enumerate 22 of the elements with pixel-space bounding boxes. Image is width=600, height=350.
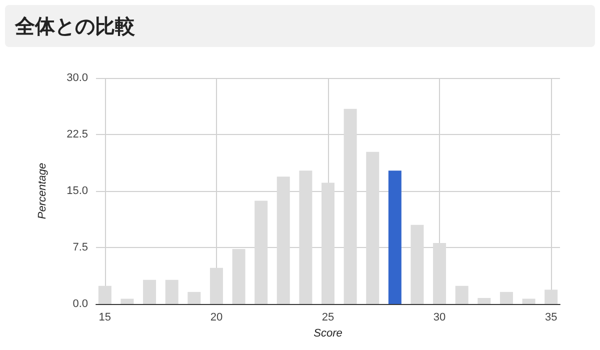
bar xyxy=(522,298,536,304)
x-axis-title: Score xyxy=(314,327,342,340)
x-tick-label: 15 xyxy=(98,312,112,324)
bar xyxy=(388,170,402,304)
bar xyxy=(165,280,178,304)
y-tick-label: 15.0 xyxy=(66,185,88,197)
bar xyxy=(188,292,201,304)
y-tick-label: 0.0 xyxy=(72,298,88,310)
x-tick-label: 25 xyxy=(322,312,334,324)
y-tick-label: 22.5 xyxy=(66,128,88,140)
bar xyxy=(120,298,134,304)
bar xyxy=(500,292,513,304)
bar xyxy=(455,286,468,304)
x-tick-label: 35 xyxy=(544,312,558,324)
x-tick-label: 20 xyxy=(210,312,223,324)
chart-title: 全体との比較 xyxy=(15,13,135,40)
y-tick-label: 30.0 xyxy=(66,72,88,84)
bar xyxy=(143,280,156,304)
y-tick-label: 7.5 xyxy=(72,242,88,254)
x-tick-label: 30 xyxy=(433,312,446,324)
y-axis-title: Percentage xyxy=(36,162,48,220)
bar xyxy=(478,298,491,304)
